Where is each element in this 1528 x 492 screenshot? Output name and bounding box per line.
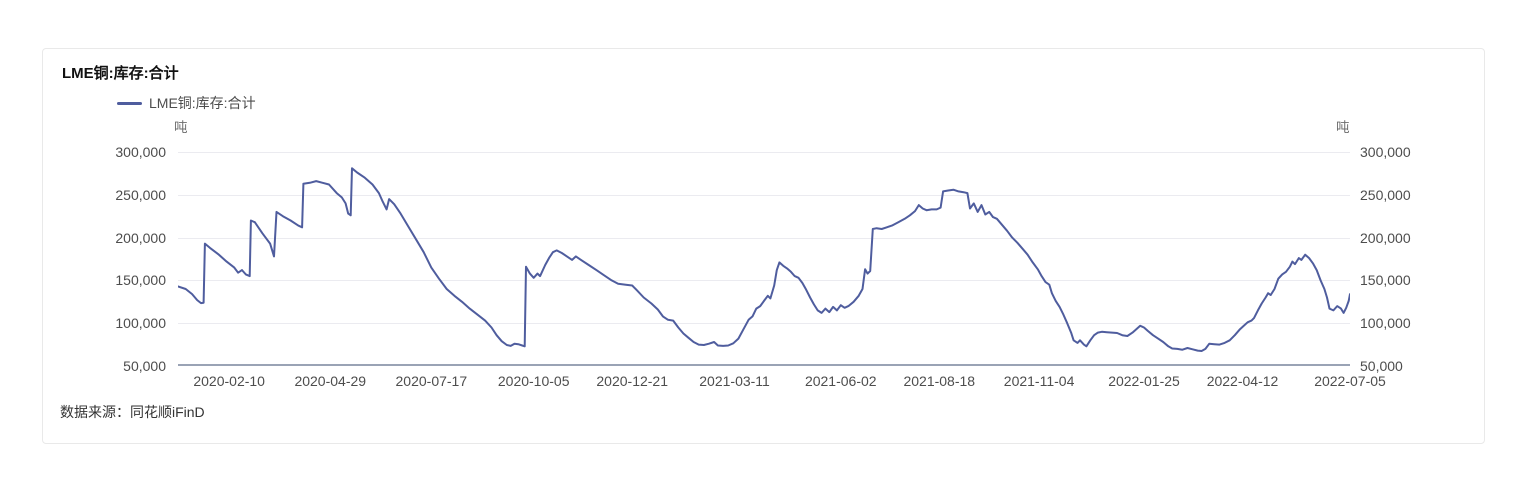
y-tick-label-right: 150,000	[1360, 272, 1411, 289]
x-tick-label: 2021-03-11	[699, 373, 770, 389]
y-tick-label-right: 50,000	[1360, 358, 1403, 374]
x-tick-label: 2020-04-29	[294, 373, 367, 389]
y-tick-label-left: 250,000	[115, 186, 166, 203]
x-tick-label: 2022-07-05	[1314, 373, 1386, 389]
y-tick-label-left: 100,000	[115, 315, 166, 332]
line-chart-plot-area[interactable]	[178, 144, 1350, 370]
x-tick-label: 2021-08-18	[903, 373, 976, 389]
x-tick-label: 2020-07-17	[395, 373, 468, 389]
y-tick-label-left: 300,000	[115, 144, 166, 160]
legend-label: LME铜:库存:合计	[149, 95, 256, 111]
series-line	[178, 167, 1350, 352]
y-axis-unit-right: 吨	[1336, 120, 1350, 135]
legend-item[interactable]: LME铜:库存:合计	[117, 94, 256, 112]
x-tick-label: 2022-04-12	[1206, 373, 1279, 389]
y-tick-label-right: 300,000	[1360, 144, 1411, 160]
chart-title: LME铜:库存:合计	[62, 65, 179, 82]
y-axis-unit-left: 吨	[174, 120, 188, 135]
y-tick-label-right: 200,000	[1360, 229, 1411, 246]
y-tick-label-left: 150,000	[115, 272, 166, 289]
x-tick-label: 2020-12-21	[596, 373, 669, 389]
chart-card	[42, 48, 1485, 444]
y-tick-label-left: 200,000	[115, 229, 166, 246]
x-tick-label: 2020-02-10	[193, 373, 265, 389]
legend-line-swatch	[117, 101, 142, 105]
data-source-text: 数据来源：同花顺iFinD	[60, 404, 205, 420]
x-tick-label: 2021-11-04	[1003, 373, 1075, 389]
x-tick-label: 2020-10-05	[497, 373, 570, 389]
y-tick-label-right: 100,000	[1360, 315, 1411, 332]
x-tick-label: 2021-06-02	[804, 373, 877, 389]
x-tick-label: 2022-01-25	[1108, 373, 1180, 389]
y-tick-label-left: 50,000	[123, 358, 166, 374]
y-tick-label-right: 250,000	[1360, 186, 1411, 203]
